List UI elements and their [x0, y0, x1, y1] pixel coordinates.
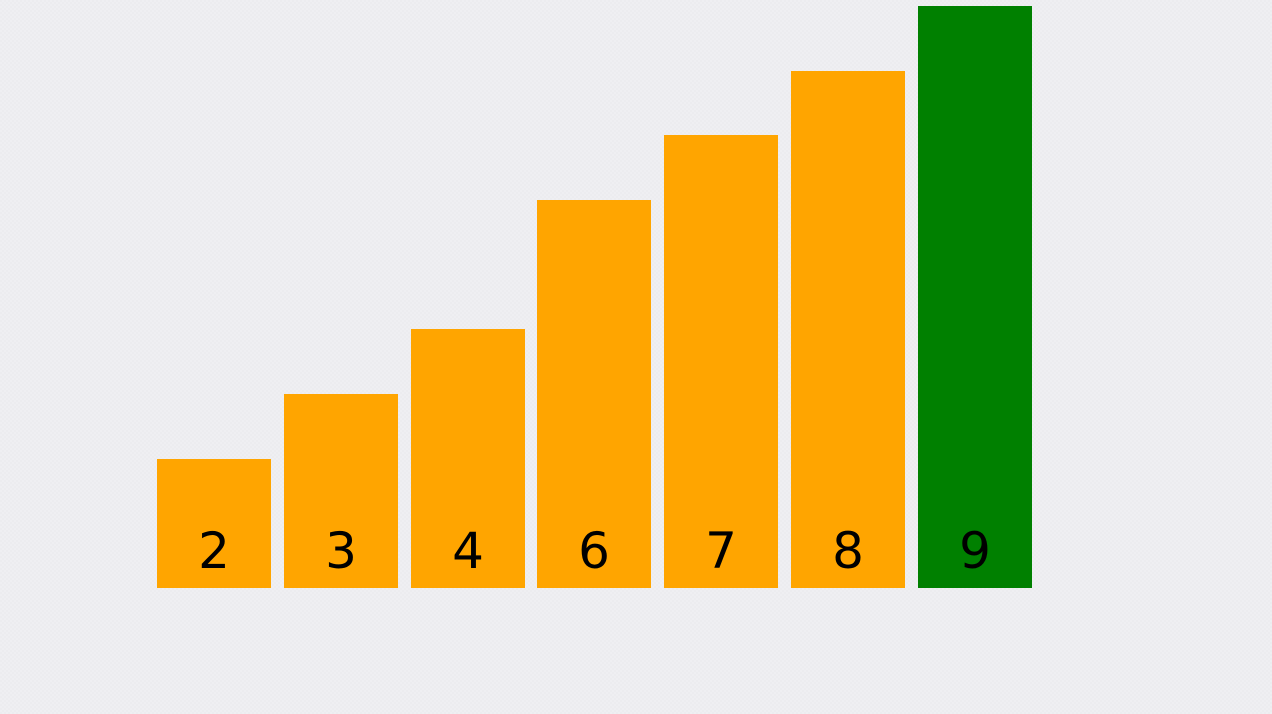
bar-value-label: 8 — [832, 522, 864, 580]
bar-value-label: 4 — [452, 522, 484, 580]
bar-value-label: 7 — [705, 522, 737, 580]
bar-7: 7 — [664, 135, 778, 588]
bar-value-label: 3 — [325, 522, 357, 580]
bar-value-label: 2 — [198, 522, 230, 580]
bar-value-label: 9 — [959, 522, 991, 580]
bar-4: 4 — [411, 329, 525, 588]
bar-8: 8 — [791, 71, 905, 588]
bar-value-label: 6 — [578, 522, 610, 580]
bar-2: 2 — [157, 459, 271, 588]
bar-3: 3 — [284, 394, 398, 588]
bar-6: 6 — [537, 200, 651, 588]
bar-9: 9 — [918, 6, 1032, 588]
